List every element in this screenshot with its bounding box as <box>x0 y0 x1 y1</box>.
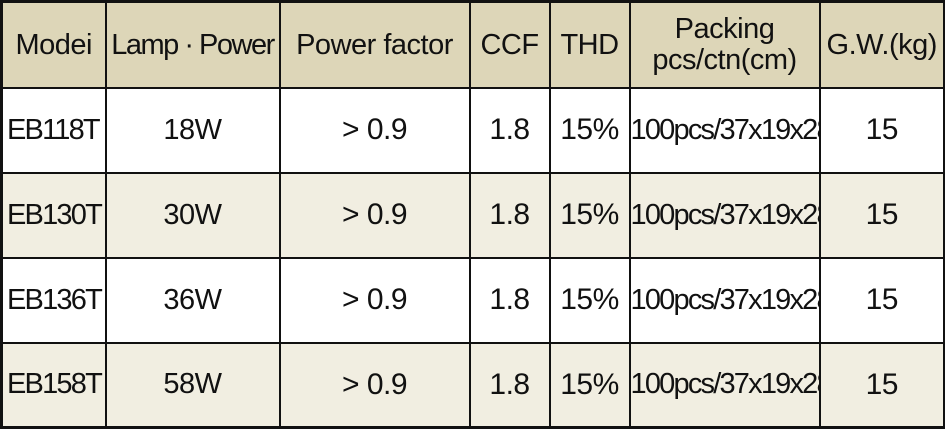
model-cell: EB118T <box>0 86 107 174</box>
model-cell: EB130T <box>0 171 107 259</box>
header-power-factor: Power factor <box>278 0 471 89</box>
header-packing-line2: pcs/ctn(cm) <box>652 43 797 76</box>
table-row: EB130T 30W > 0.9 1.8 15% 100pcs/37x19x28… <box>0 171 945 259</box>
gross-weight-cell: 15 <box>818 341 945 429</box>
model-cell: EB136T <box>0 256 107 344</box>
lamp-power-cell: 30W <box>104 171 281 259</box>
packing-cell: 100pcs/37x19x28 <box>628 341 821 429</box>
ccf-cell: 1.8 <box>468 341 551 429</box>
header-lamp-power: Lamp · Power <box>104 0 281 89</box>
ccf-cell: 1.8 <box>468 171 551 259</box>
thd-cell: 15% <box>548 171 631 259</box>
gross-weight-cell: 15 <box>818 256 945 344</box>
lamp-power-cell: 36W <box>104 256 281 344</box>
gross-weight-cell: 15 <box>818 86 945 174</box>
packing-cell: 100pcs/37x19x28 <box>628 86 821 174</box>
header-thd: THD <box>548 0 631 89</box>
lamp-power-cell: 18W <box>104 86 281 174</box>
header-ccf: CCF <box>468 0 551 89</box>
ccf-cell: 1.8 <box>468 86 551 174</box>
power-factor-cell: > 0.9 <box>278 171 471 259</box>
header-model: Modei <box>0 0 107 89</box>
power-factor-cell: > 0.9 <box>278 86 471 174</box>
thd-cell: 15% <box>548 86 631 174</box>
lamp-power-cell: 58W <box>104 341 281 429</box>
table-row: EB118T 18W > 0.9 1.8 15% 100pcs/37x19x28… <box>0 86 945 174</box>
header-gross-weight: G.W.(kg) <box>818 0 945 89</box>
header-row: Modei Lamp · Power Power factor CCF THD … <box>0 0 945 89</box>
thd-cell: 15% <box>548 256 631 344</box>
ccf-cell: 1.8 <box>468 256 551 344</box>
table-row: EB158T 58W > 0.9 1.8 15% 100pcs/37x19x28… <box>0 341 945 429</box>
packing-cell: 100pcs/37x19x28 <box>628 171 821 259</box>
thd-cell: 15% <box>548 341 631 429</box>
header-packing: Packing pcs/ctn(cm) <box>628 0 821 89</box>
table-row: EB136T 36W > 0.9 1.8 15% 100pcs/37x19x28… <box>0 256 945 344</box>
power-factor-cell: > 0.9 <box>278 256 471 344</box>
header-packing-line1: Packing <box>674 13 775 46</box>
power-factor-cell: > 0.9 <box>278 341 471 429</box>
gross-weight-cell: 15 <box>818 171 945 259</box>
model-cell: EB158T <box>0 341 107 429</box>
packing-cell: 100pcs/37x19x28 <box>628 256 821 344</box>
